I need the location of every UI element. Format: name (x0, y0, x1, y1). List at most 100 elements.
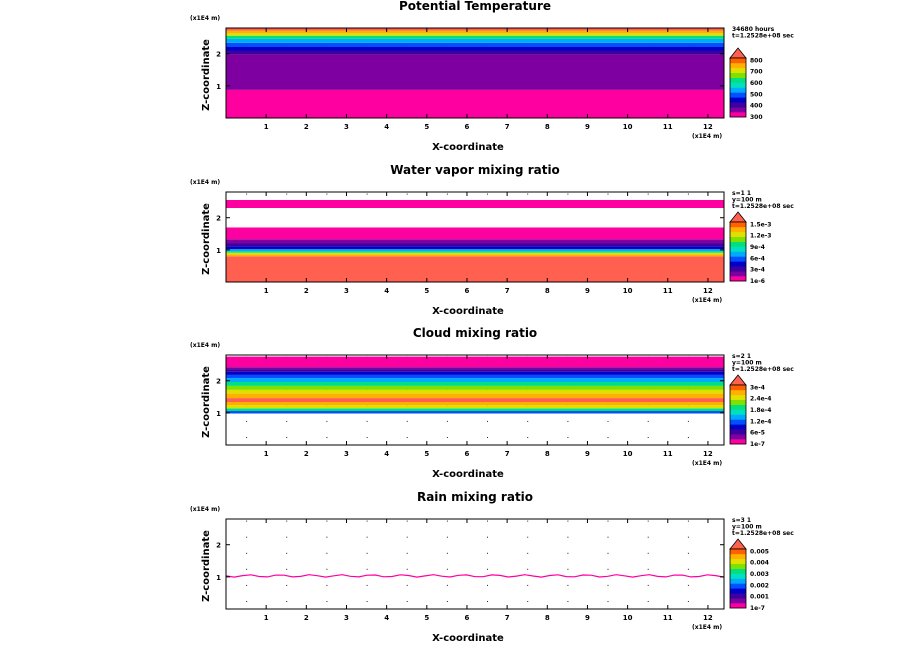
x-tick-label: 12 (703, 614, 713, 622)
plot-frame (225, 354, 725, 446)
grid-dot (687, 552, 689, 554)
grid-dot (366, 420, 368, 422)
grid-dot (366, 520, 368, 522)
info-text: y=100 m (732, 360, 762, 367)
grid-dot (446, 520, 448, 522)
colorbar-swatch (730, 553, 746, 560)
grid-dot (406, 193, 408, 195)
colorbar-swatch (730, 419, 746, 425)
grid-dot (326, 536, 328, 538)
contour-band (226, 401, 724, 406)
chart-title: Water vapor mixing ratio (390, 163, 560, 177)
grid-dot (366, 437, 368, 438)
chart-panel-2: Water vapor mixing ratio(x1E4 m)1 2 3 4 5 6 7 8… (190, 163, 794, 317)
contour-band (226, 246, 724, 250)
y-tick-label: 1 (216, 83, 221, 91)
contour-band (226, 410, 724, 414)
grid-dot (286, 601, 288, 602)
chart-title: Rain mixing ratio (417, 490, 533, 504)
x-tick-label: 1 (264, 287, 269, 295)
colorbar-swatch (730, 276, 746, 282)
contour-band (226, 38, 724, 43)
colorbar-swatch (730, 256, 746, 262)
x-tick-label: 3 (344, 450, 349, 458)
grid-dot (366, 568, 368, 570)
info-text: y=100 m (732, 197, 762, 204)
z-unit-label: (x1E4 m) (190, 342, 220, 349)
x-tick-label: 7 (505, 123, 510, 131)
x-unit-label: (x1E4 m) (692, 460, 722, 467)
x-tick-label: 8 (545, 614, 550, 622)
grid-dot (567, 601, 569, 602)
grid-dot (567, 568, 569, 570)
x-tick-label: 12 (703, 450, 713, 458)
grid-dot (567, 437, 569, 438)
grid-dot (487, 601, 488, 602)
colorbar-swatch (730, 87, 746, 93)
grid-dot (446, 437, 448, 438)
grid-dot (607, 536, 609, 538)
contour-band (226, 356, 724, 368)
grid-dot (647, 601, 649, 602)
grid-dot (687, 536, 689, 538)
x-tick-label: 1 (264, 450, 269, 458)
contour-band (226, 33, 724, 36)
colorbar-swatch (730, 72, 746, 78)
grid-dot (567, 552, 569, 554)
contour-band (226, 239, 724, 244)
grid-dot (246, 520, 248, 522)
info-text: s=2 1 (732, 353, 751, 360)
contour-band (226, 50, 724, 55)
colorbar-swatch (730, 222, 746, 228)
x-tick-label: 11 (663, 614, 673, 622)
x-tick-label: 9 (585, 287, 590, 295)
plot-area (226, 519, 724, 609)
x-tick-label: 7 (505, 287, 510, 295)
colorbar-swatch (730, 578, 746, 584)
grid-dot (647, 437, 649, 438)
grid-dot (527, 536, 529, 538)
colorbar-swatch (730, 67, 746, 73)
colorbar-swatch (730, 558, 746, 564)
colorbar-label: 3e-4 (750, 267, 765, 274)
z-unit-label: (x1E4 m) (190, 179, 220, 186)
colorbar-label: 400 (750, 103, 763, 110)
colorbar-label: 1.8e-4 (750, 407, 771, 414)
x-axis-label: X-coordinate (432, 142, 504, 153)
grid-dot (607, 520, 609, 522)
x-tick-label: 3 (344, 287, 349, 295)
grid-dot (366, 601, 368, 602)
contour-band (226, 389, 724, 394)
grid-dot (527, 568, 529, 570)
grid-dot (406, 520, 408, 522)
grid-dot (326, 584, 328, 586)
chart-title: Cloud mixing ratio (413, 326, 537, 340)
x-tick-label: 1 (264, 614, 269, 622)
colorbar-label: 3e-4 (750, 384, 765, 391)
colorbar-swatch (730, 549, 746, 555)
grid-dot (446, 568, 448, 570)
grid-dot (406, 568, 408, 570)
grid-dot (527, 420, 529, 422)
contour-band (226, 46, 724, 51)
colorbar-swatch (730, 226, 746, 233)
contour-band (226, 251, 724, 253)
x-tick-label: 11 (663, 287, 673, 295)
colorbar-frame (729, 221, 747, 282)
colorbar-swatch (730, 58, 746, 64)
grid-dot (607, 437, 609, 438)
grid-dot (647, 552, 649, 554)
grid-dot (366, 552, 368, 554)
x-tick-label: 10 (623, 614, 633, 622)
x-tick-label: 8 (545, 287, 550, 295)
colorbar-label: 0.005 (750, 548, 769, 555)
colorbar-swatch (730, 77, 746, 83)
grid-dot (487, 536, 488, 538)
x-tick-label: 9 (585, 450, 590, 458)
grid-dot (487, 193, 488, 195)
colorbar-swatch (730, 573, 746, 579)
grid-dot (446, 552, 448, 554)
contour-band (226, 28, 724, 31)
colorbar-overflow-arrow (729, 211, 747, 223)
grid-dot (326, 420, 328, 422)
